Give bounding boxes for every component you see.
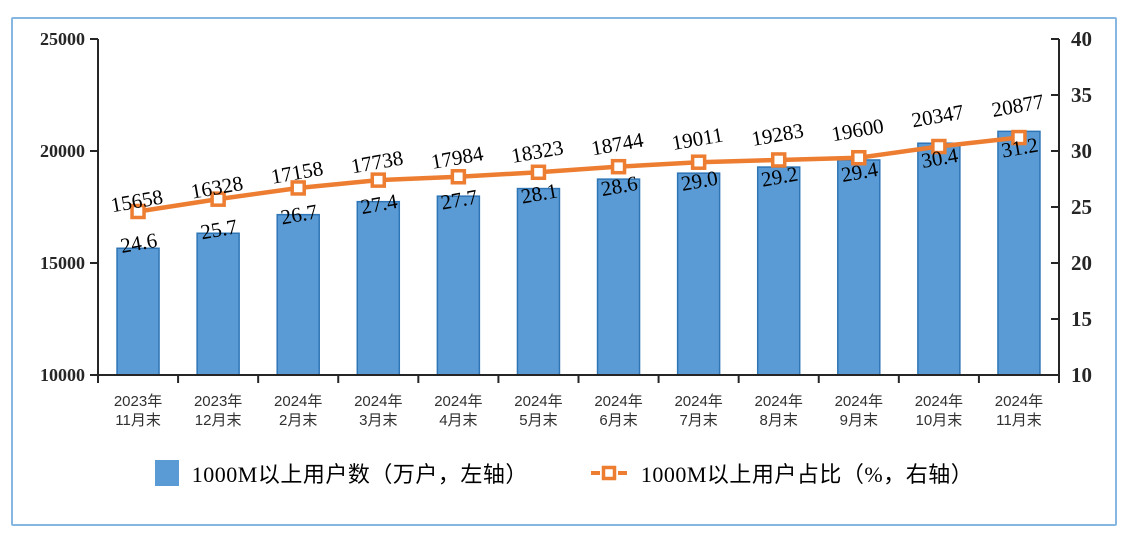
bar-value-label: 18323 bbox=[509, 135, 565, 168]
combo-chart: 25000 20000 15000 10000 40 35 30 25 20 15 10 2023年 1… bbox=[40, 27, 1092, 429]
left-axis-tick-label: 20000 bbox=[40, 141, 85, 161]
bar bbox=[356, 200, 401, 376]
right-axis-tick-label: 40 bbox=[1071, 27, 1092, 51]
line-point-marker bbox=[770, 152, 787, 168]
line-point-marker bbox=[851, 149, 867, 166]
bar bbox=[116, 247, 160, 376]
x-category-label: 2023年 12月末 bbox=[194, 393, 242, 429]
x-category-label: 2024年 4月末 bbox=[434, 393, 482, 429]
bar-value-label: 20877 bbox=[990, 89, 1046, 122]
bar-value-label: 18744 bbox=[589, 128, 645, 161]
x-category-label: 2024年 6月末 bbox=[594, 393, 642, 429]
x-category-label: 2024年 7月末 bbox=[674, 393, 722, 429]
x-category-label: 2024年 9月末 bbox=[835, 393, 883, 429]
legend-item-line-series: 1000M以上用户占比（%，右轴） bbox=[590, 457, 973, 489]
line-point-marker bbox=[530, 164, 547, 181]
bar-series-legend-label: 1000M以上用户数（万户，左轴） bbox=[191, 462, 528, 487]
line-point-marker bbox=[610, 158, 627, 175]
x-category-label: 2024年 10月末 bbox=[915, 393, 963, 429]
bar-value-label: 17158 bbox=[269, 156, 325, 189]
line-series-marker-icon bbox=[590, 465, 627, 481]
bar-value-label: 19283 bbox=[750, 118, 806, 151]
line-point-marker bbox=[130, 203, 146, 220]
bar-value-label: 19600 bbox=[830, 114, 886, 147]
line-series-legend-label: 1000M以上用户占比（%，右轴） bbox=[640, 462, 974, 487]
left-axis-tick-label: 15000 bbox=[40, 253, 85, 273]
bar bbox=[837, 159, 881, 376]
right-axis-tick-label: 25 bbox=[1071, 195, 1092, 219]
bar-value-label: 17738 bbox=[349, 146, 405, 179]
bar-value-label: 20347 bbox=[910, 100, 966, 133]
chart-panel: 25000 20000 15000 10000 40 35 30 25 20 15 10 2023年 1… bbox=[11, 17, 1117, 526]
line-point-marker bbox=[931, 138, 947, 155]
bar bbox=[596, 178, 641, 376]
line-point-marker bbox=[370, 172, 387, 188]
x-category-label: 2024年 5月末 bbox=[514, 393, 562, 429]
line-point-marker bbox=[210, 191, 226, 207]
line-point-marker bbox=[450, 169, 467, 185]
bar bbox=[997, 130, 1041, 376]
x-category-label: 2024年 11月末 bbox=[995, 393, 1043, 429]
x-category-label: 2024年 2月末 bbox=[274, 393, 322, 429]
bar-value-label: 19011 bbox=[670, 122, 725, 155]
legend: 1000M以上用户数（万户，左轴） 1000M以上用户占比（%，右轴） bbox=[13, 457, 1115, 489]
x-category-label: 2024年 8月末 bbox=[755, 393, 803, 429]
left-axis-tick-label: 10000 bbox=[40, 365, 85, 385]
x-category-label: 2024年 3月末 bbox=[354, 393, 402, 429]
right-axis-tick-label: 20 bbox=[1071, 251, 1092, 275]
bar-series-swatch-icon bbox=[154, 460, 179, 486]
bar bbox=[436, 195, 481, 376]
left-axis-tick-label: 25000 bbox=[40, 29, 85, 49]
x-category-label: 2023年 11月末 bbox=[114, 393, 162, 429]
bar bbox=[196, 232, 240, 376]
bar-value-label: 17984 bbox=[429, 141, 485, 174]
bar bbox=[917, 142, 961, 376]
bar bbox=[516, 187, 561, 376]
right-axis-tick-label: 15 bbox=[1071, 307, 1092, 331]
line-point-marker bbox=[1011, 129, 1027, 146]
bar-value-label: 15658 bbox=[109, 185, 165, 218]
line-point-marker bbox=[690, 154, 707, 170]
bar bbox=[756, 166, 801, 376]
legend-item-bar-series: 1000M以上用户数（万户，左轴） bbox=[154, 457, 528, 489]
line-point-marker bbox=[290, 180, 306, 196]
bar bbox=[276, 213, 320, 376]
line-series bbox=[137, 135, 1020, 214]
right-axis-tick-label: 35 bbox=[1071, 83, 1092, 107]
right-axis-tick-label: 10 bbox=[1071, 363, 1092, 387]
right-axis-tick-label: 30 bbox=[1071, 139, 1092, 163]
bar bbox=[676, 172, 721, 376]
